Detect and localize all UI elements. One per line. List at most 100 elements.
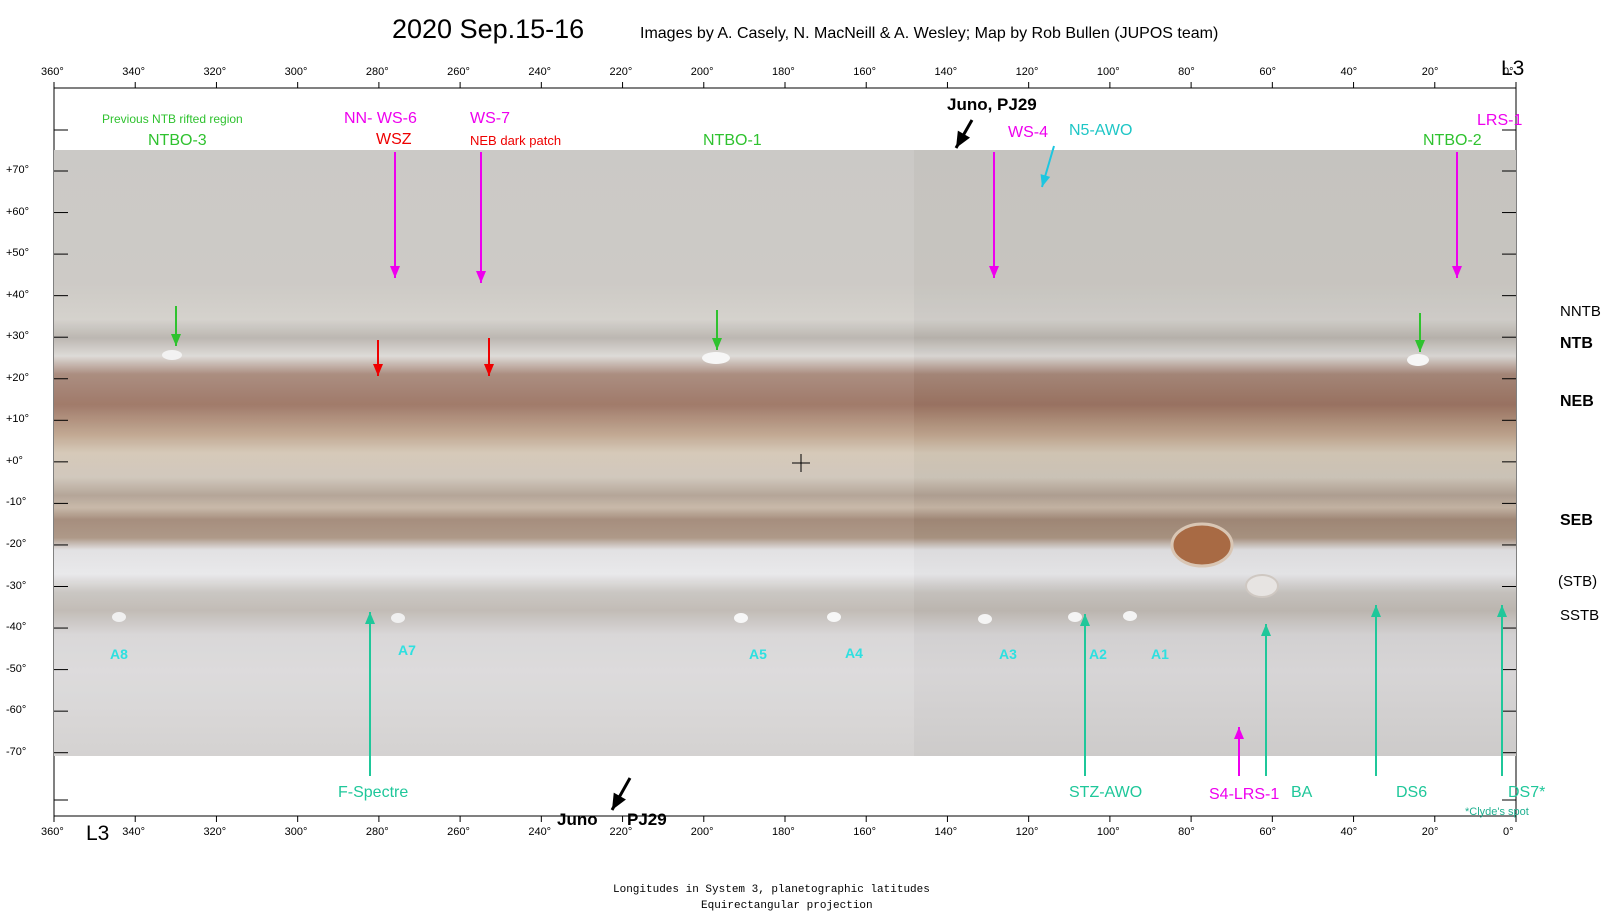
label-ba: BA	[1291, 784, 1313, 801]
ntbo2-spot	[1407, 354, 1429, 366]
great-red-spot	[1170, 522, 1234, 568]
arrow-f-spectre	[365, 612, 375, 776]
map-seam-right	[914, 150, 1516, 756]
label-pj29-bottom: PJ29	[627, 810, 667, 829]
longitude-label: 140°	[934, 826, 958, 838]
arrow-ntbo3	[171, 306, 181, 346]
label-f-spectre: F-Spectre	[338, 784, 409, 801]
a8-spot	[112, 612, 126, 622]
label-a3: A3	[999, 646, 1017, 662]
label-ntbo1: NTBO-1	[703, 132, 762, 149]
longitude-label: 40°	[1340, 66, 1358, 78]
arrow-s4-lrs1	[1234, 727, 1244, 776]
label-juno-pj29-top: Juno, PJ29	[947, 95, 1037, 114]
a7-spot	[391, 613, 405, 623]
label-ntbo3: NTBO-3	[148, 132, 207, 149]
longitude-label: 160°	[853, 826, 876, 838]
latitude-label: +30°	[6, 330, 30, 343]
belt-label-sstb: SSTB	[1560, 607, 1600, 624]
latitude-label: -40°	[6, 621, 27, 634]
latitude-label: -50°	[6, 662, 27, 675]
longitude-label: 160°	[853, 66, 876, 78]
a1-spot	[1123, 611, 1137, 621]
longitude-label: 200°	[690, 826, 714, 838]
latitude-label: +70°	[6, 164, 30, 176]
label-a4: A4	[845, 645, 863, 661]
arrow-ws6	[390, 152, 400, 278]
longitude-label: 40°	[1340, 826, 1358, 838]
latitude-label: +40°	[6, 288, 30, 301]
longitude-label: 300°	[284, 66, 308, 78]
longitude-label: 220°	[609, 826, 633, 838]
belt-label-stb: (STB)	[1558, 573, 1598, 590]
label-previous-ntb-rifted: Previous NTB rifted region	[102, 112, 243, 126]
longitude-label: 320°	[203, 826, 227, 838]
a5-spot	[734, 613, 748, 623]
a2-spot	[1068, 612, 1082, 622]
belt-label-ntb: NTB	[1560, 335, 1593, 352]
longitude-label: 60°	[1259, 66, 1276, 78]
arrow-ntbo1	[712, 310, 722, 350]
label-a2: A2	[1089, 646, 1107, 662]
longitude-label: 280°	[365, 826, 389, 838]
label-ws7: WS-7	[470, 110, 510, 127]
longitude-label: 260°	[447, 66, 470, 78]
planet-map-image	[54, 150, 1516, 756]
longitude-label: 240°	[528, 826, 552, 838]
label-ds6: DS6	[1396, 784, 1428, 801]
arrow-n5-awo	[1040, 145, 1055, 188]
feature-arrows	[171, 119, 1507, 811]
label-neb-dark-patch: NEB dark patch	[470, 133, 562, 148]
latitude-label: +60°	[6, 205, 30, 218]
ntbo3-spot	[162, 350, 182, 360]
latitude-label: -10°	[6, 496, 27, 509]
longitude-label: 0°	[1503, 66, 1514, 78]
axis-ticks	[53, 82, 1517, 822]
footer-line-2: Equirectangular projection	[701, 900, 873, 912]
label-ds7: DS7*	[1508, 784, 1546, 801]
longitude-label: 60°	[1259, 826, 1276, 838]
longitude-label: 100°	[1096, 66, 1120, 78]
longitude-label: 120°	[1015, 66, 1039, 78]
latitude-label: +0°	[6, 454, 23, 467]
longitude-label: 80°	[1178, 66, 1195, 78]
latitude-label: +50°	[6, 247, 30, 260]
latitude-label: -60°	[6, 704, 27, 717]
footer-line-1: Longitudes in System 3, planetographic l…	[613, 884, 930, 896]
longitude-label: 340°	[122, 826, 145, 838]
map-seam-left	[54, 150, 914, 756]
a3-spot	[978, 614, 992, 624]
longitude-label: 140°	[934, 66, 958, 78]
label-nn-ws6: NN- WS-6	[344, 110, 417, 127]
longitude-label: 260°	[447, 826, 470, 838]
latitude-label: +10°	[6, 413, 30, 426]
ntbo1-spot	[702, 352, 730, 364]
system-label-bottom: L3	[86, 822, 110, 845]
arrow-ntbo2	[1415, 313, 1425, 352]
longitude-label: 0°	[1503, 826, 1514, 838]
longitude-label: 360°	[41, 66, 64, 78]
image-credit: Images by A. Casely, N. MacNeill & A. We…	[640, 25, 1219, 42]
arrow-stz-awo	[1080, 614, 1090, 776]
label-s4-lrs1: S4-LRS-1	[1209, 786, 1280, 803]
latitude-label: -30°	[6, 579, 27, 592]
arrow-wsz	[373, 340, 383, 376]
a4-spot	[827, 612, 841, 622]
latitude-label: -70°	[6, 745, 27, 758]
label-lrs1: LRS-1	[1477, 112, 1523, 129]
arrow-juno-top	[954, 119, 974, 149]
label-n5-awo: N5-AWO	[1069, 122, 1133, 139]
system-label-top: L3	[1501, 57, 1525, 80]
longitude-label: 200°	[690, 66, 714, 78]
longitude-label: 340°	[122, 66, 145, 78]
label-a8: A8	[110, 646, 128, 662]
arrow-juno-bottom	[610, 777, 632, 811]
arrow-ds7	[1497, 605, 1507, 776]
label-ws4: WS-4	[1008, 124, 1048, 141]
longitude-label: 20°	[1421, 826, 1439, 838]
belt-label-seb: SEB	[1560, 512, 1593, 529]
label-wsz: WSZ	[376, 131, 412, 148]
longitude-label: 180°	[772, 66, 795, 78]
